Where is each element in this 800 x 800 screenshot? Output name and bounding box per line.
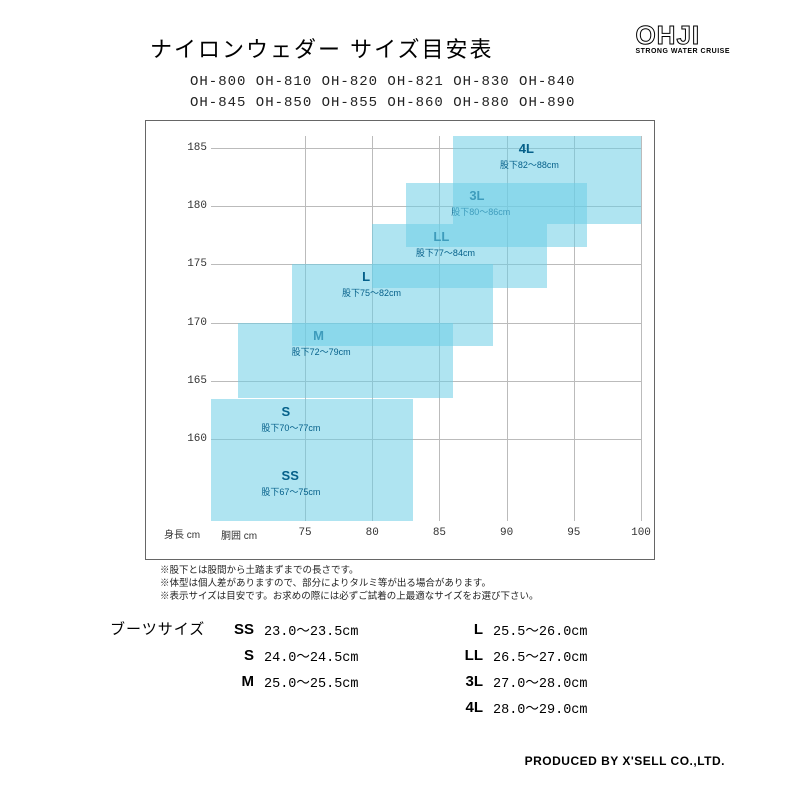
x-tick-label: 90 <box>500 527 513 539</box>
size-sublabel: 股下75～82cm <box>342 286 401 299</box>
x-tick-label: 75 <box>298 527 311 539</box>
x-tick-label: 85 <box>433 527 446 539</box>
x-axis-title: 胴囲 cm <box>221 527 257 542</box>
y-tick-label: 180 <box>181 200 207 212</box>
boots-size-table: SS23.0～23.5cmS24.0～24.5cmM25.0～25.5cm L2… <box>210 616 638 720</box>
brand-logo: OHJI STRONG WATER CRUISE <box>635 20 730 55</box>
model-list: OH-800 OH-810 OH-820 OH-821 OH-830 OH-84… <box>190 72 575 114</box>
size-chart: SS股下67～75cmS股下70～77cmM股下72～79cmL股下75～82c… <box>145 120 655 560</box>
boots-size-range: 25.0～25.5cm <box>264 671 409 692</box>
size-label: SS <box>282 468 299 483</box>
page-title: ナイロンウェダー サイズ目安表 <box>150 32 493 64</box>
size-sublabel: 股下70～77cm <box>261 421 320 434</box>
boots-size-label: M <box>210 673 254 690</box>
x-tick-label: 95 <box>567 527 580 539</box>
logo-sub-text: STRONG WATER CRUISE <box>635 48 730 55</box>
model-line: OH-845 OH-850 OH-855 OH-860 OH-880 OH-89… <box>190 93 575 114</box>
gridline-vertical <box>641 136 642 521</box>
boots-row: 3L 27.0～28.0cm <box>439 668 638 694</box>
boots-size-title: ブーツサイズ <box>110 618 205 639</box>
size-sublabel: 股下67～75cm <box>261 485 320 498</box>
chart-plot-area: SS股下67～75cmS股下70～77cmM股下72～79cmL股下75～82c… <box>211 136 641 521</box>
size-sublabel: 股下77～84cm <box>416 246 475 259</box>
note-line: ※表示サイズは目安です。お求めの際には必ずご試着の上最適なサイズをお選び下さい。 <box>160 591 538 604</box>
boots-size-range: 25.5～26.0cm <box>493 619 638 640</box>
x-tick-label: 80 <box>366 527 379 539</box>
y-tick-label: 175 <box>181 258 207 270</box>
boots-size-label: SS <box>210 621 254 638</box>
boots-size-label: 3L <box>439 673 483 690</box>
y-axis-title: 身長 cm <box>164 526 200 541</box>
boots-row: SS 23.0～23.5cm <box>210 616 409 642</box>
y-tick-label: 170 <box>181 317 207 329</box>
boots-size-label: L <box>439 621 483 638</box>
boots-size-range: 24.0～24.5cm <box>264 645 409 666</box>
boots-row: L 25.5～26.0cm <box>439 616 638 642</box>
size-sublabel: 股下72～79cm <box>292 345 351 358</box>
logo-main-text: OHJI <box>635 20 730 51</box>
model-line: OH-800 OH-810 OH-820 OH-821 OH-830 OH-84… <box>190 72 575 93</box>
producer-credit: PRODUCED BY X'SELL CO.,LTD. <box>525 754 725 768</box>
boots-size-range: 27.0～28.0cm <box>493 671 638 692</box>
note-line: ※股下とは股間から土踏まずまでの長さです。 <box>160 565 538 578</box>
y-tick-label: 160 <box>181 433 207 445</box>
boots-size-range: 28.0～29.0cm <box>493 697 638 718</box>
y-tick-label: 185 <box>181 142 207 154</box>
boots-row: M 25.0～25.5cm <box>210 668 409 694</box>
boots-size-label: 4L <box>439 699 483 716</box>
size-region <box>453 136 641 224</box>
size-label: 4L <box>519 141 534 156</box>
boots-size-label: LL <box>439 647 483 664</box>
size-sublabel: 股下82～88cm <box>500 158 559 171</box>
boots-size-range: 26.5～27.0cm <box>493 645 638 666</box>
boots-row: LL 26.5～27.0cm <box>439 642 638 668</box>
size-label: S <box>282 404 291 419</box>
boots-row: 4L 28.0～29.0cm <box>439 694 638 720</box>
boots-row: S 24.0～24.5cm <box>210 642 409 668</box>
boots-size-range: 23.0～23.5cm <box>264 619 409 640</box>
size-label: L <box>362 269 370 284</box>
boots-size-label: S <box>210 647 254 664</box>
y-tick-label: 165 <box>181 375 207 387</box>
chart-notes: ※股下とは股間から土踏まずまでの長さです。 ※体型は個人差がありますので、部分に… <box>160 565 538 603</box>
note-line: ※体型は個人差がありますので、部分によりタルミ等が出る場合があります。 <box>160 578 538 591</box>
x-tick-label: 100 <box>631 527 651 539</box>
